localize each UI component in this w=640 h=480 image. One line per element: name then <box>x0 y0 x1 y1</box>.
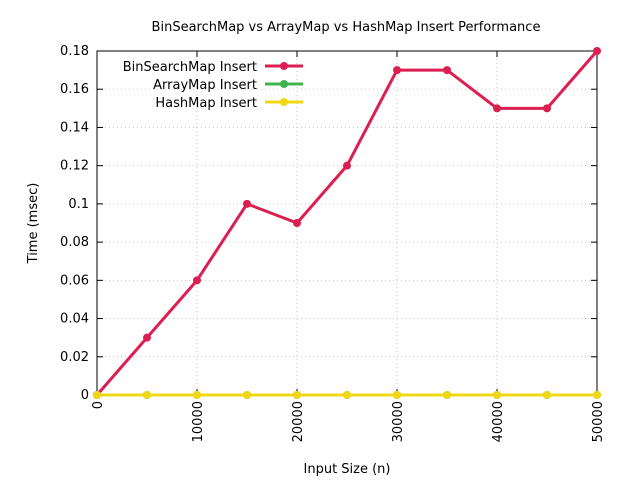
data-point <box>593 47 601 55</box>
legend-marker <box>280 62 288 70</box>
y-tick-label: 0.06 <box>60 273 89 288</box>
x-tick-label: 30000 <box>391 401 406 442</box>
data-point <box>543 104 551 113</box>
y-axis-label: Time (msec) <box>26 183 41 265</box>
legend-marker <box>280 98 288 106</box>
data-point <box>243 199 251 208</box>
y-tick-label: 0.08 <box>60 235 89 250</box>
data-point <box>343 391 351 399</box>
series-group <box>93 47 601 399</box>
data-point <box>193 391 201 399</box>
legend-label: HashMap Insert <box>155 96 257 111</box>
x-tick-label: 0 <box>91 401 106 409</box>
legend-label: BinSearchMap Insert <box>123 60 257 75</box>
x-tick-label: 50000 <box>591 401 606 442</box>
x-tick-label: 20000 <box>291 401 306 442</box>
data-point <box>243 391 251 399</box>
data-point <box>343 161 351 170</box>
x-tick-label: 10000 <box>191 401 206 442</box>
data-point <box>443 66 451 75</box>
data-point <box>193 276 201 285</box>
data-point <box>293 391 301 399</box>
y-tick-label: 0.04 <box>60 312 89 327</box>
data-point <box>143 391 151 399</box>
legend-marker <box>280 80 288 88</box>
data-point <box>393 391 401 399</box>
data-point <box>543 391 551 399</box>
y-tick-label: 0.16 <box>60 82 89 97</box>
data-point <box>293 219 301 227</box>
chart-title: BinSearchMap vs ArrayMap vs HashMap Inse… <box>152 20 541 35</box>
y-tick-label: 0.14 <box>60 120 89 135</box>
data-point <box>393 66 401 75</box>
data-point <box>593 391 601 399</box>
legend: BinSearchMap Insert ArrayMap Insert HashMa… <box>123 60 303 111</box>
data-point <box>443 391 451 399</box>
axis-ticks: 0 0.02 0.04 0.06 0.08 0.1 0.12 0.14 0.16 0.18 0 100… <box>60 44 606 442</box>
legend-label: ArrayMap Insert <box>153 78 257 93</box>
y-tick-label: 0.1 <box>68 197 89 212</box>
series <box>93 391 601 399</box>
data-point <box>493 391 501 399</box>
data-point <box>93 391 101 399</box>
y-tick-label: 0.18 <box>60 44 89 59</box>
y-tick-label: 0.12 <box>60 159 89 174</box>
y-tick-label: 0 <box>81 388 89 403</box>
data-point <box>143 333 151 342</box>
data-point <box>493 104 501 113</box>
x-axis-label: Input Size (n) <box>304 462 391 477</box>
y-tick-label: 0.02 <box>60 350 89 365</box>
x-tick-label: 40000 <box>491 401 506 442</box>
